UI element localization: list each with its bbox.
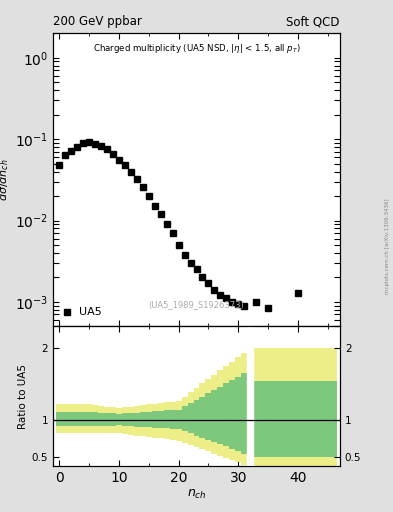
UA5 xyxy=(158,211,163,217)
UA5 xyxy=(134,176,139,182)
UA5 xyxy=(218,292,223,298)
UA5 xyxy=(230,299,235,305)
Text: Charged multiplicity (UA5 NSD, $|\eta|$ < 1.5, all $p_T$): Charged multiplicity (UA5 NSD, $|\eta|$ … xyxy=(93,42,300,55)
UA5 xyxy=(212,287,217,293)
UA5 xyxy=(182,251,187,258)
UA5 xyxy=(86,139,91,145)
UA5 xyxy=(69,147,73,154)
UA5 xyxy=(176,242,181,248)
Text: mcplots.cern.ch [arXiv:1306.3436]: mcplots.cern.ch [arXiv:1306.3436] xyxy=(385,198,390,293)
UA5 xyxy=(62,153,67,159)
UA5 xyxy=(75,144,79,150)
UA5 xyxy=(57,162,61,168)
UA5 xyxy=(129,168,133,175)
UA5 xyxy=(266,305,270,311)
UA5 xyxy=(170,230,175,236)
UA5 xyxy=(152,203,157,209)
Line: UA5: UA5 xyxy=(56,139,301,310)
UA5 xyxy=(105,146,109,153)
UA5 xyxy=(99,143,103,149)
Legend: UA5: UA5 xyxy=(59,304,105,321)
UA5 xyxy=(140,184,145,190)
UA5 xyxy=(92,141,97,147)
UA5 xyxy=(164,221,169,227)
UA5 xyxy=(206,280,211,286)
UA5 xyxy=(242,303,247,309)
UA5 xyxy=(254,299,259,305)
Y-axis label: Ratio to UA5: Ratio to UA5 xyxy=(18,364,28,429)
Text: 200 GeV ppbar: 200 GeV ppbar xyxy=(53,15,142,28)
UA5 xyxy=(123,162,127,168)
UA5 xyxy=(81,140,85,146)
Y-axis label: $d\sigma/dn_{ch}$: $d\sigma/dn_{ch}$ xyxy=(0,159,11,201)
UA5 xyxy=(200,274,205,281)
UA5 xyxy=(296,289,301,295)
Bar xyxy=(247,326,253,466)
UA5 xyxy=(188,260,193,266)
UA5 xyxy=(146,193,151,199)
UA5 xyxy=(194,266,199,272)
UA5 xyxy=(224,295,229,302)
Text: Soft QCD: Soft QCD xyxy=(286,15,340,28)
X-axis label: $n_{ch}$: $n_{ch}$ xyxy=(187,487,206,501)
Text: (UA5_1989_S1926373): (UA5_1989_S1926373) xyxy=(149,300,244,309)
UA5 xyxy=(116,157,121,163)
UA5 xyxy=(110,151,115,157)
UA5 xyxy=(236,301,241,307)
